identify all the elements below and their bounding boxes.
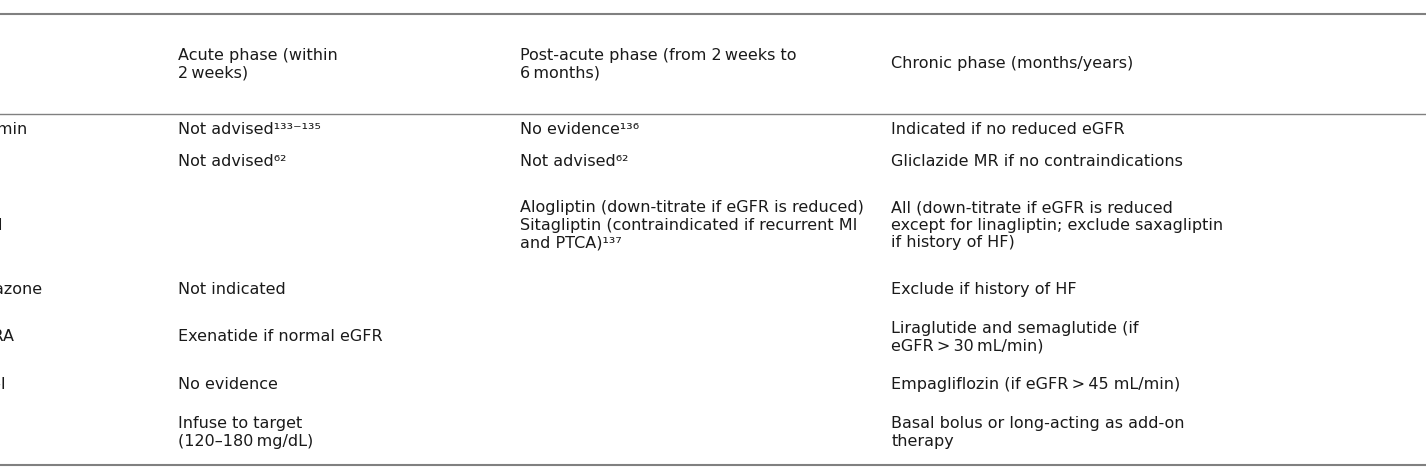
Text: All (down-titrate if eGFR is reduced
except for linagliptin; exclude saxagliptin: All (down-titrate if eGFR is reduced exc… <box>891 201 1224 250</box>
Text: Not advised¹³³⁻¹³⁵: Not advised¹³³⁻¹³⁵ <box>178 122 321 137</box>
Text: Post-acute phase (from 2 weeks to
6 months): Post-acute phase (from 2 weeks to 6 mont… <box>520 48 797 80</box>
Text: Not indicated: Not indicated <box>178 282 287 297</box>
Text: No evidence¹³⁶: No evidence¹³⁶ <box>520 122 640 137</box>
Text: Empagliflozin (if eGFR > 45 mL/min): Empagliflozin (if eGFR > 45 mL/min) <box>891 377 1181 392</box>
Text: Basal bolus or long-acting as add-on
therapy: Basal bolus or long-acting as add-on the… <box>891 417 1185 449</box>
Text: Indicated if no reduced eGFR: Indicated if no reduced eGFR <box>891 122 1125 137</box>
Text: Liraglutide and semaglutide (if
eGFR > 30 mL/min): Liraglutide and semaglutide (if eGFR > 3… <box>891 321 1139 353</box>
Text: Pioglitazone: Pioglitazone <box>0 282 43 297</box>
Text: Chronic phase (months/years): Chronic phase (months/years) <box>891 56 1134 72</box>
Text: Acute phase (within
2 weeks): Acute phase (within 2 weeks) <box>178 48 338 80</box>
Text: Alogliptin (down-titrate if eGFR is reduced)
Sitagliptin (contraindicated if rec: Alogliptin (down-titrate if eGFR is redu… <box>520 201 864 250</box>
Text: Exclude if history of HF: Exclude if history of HF <box>891 282 1077 297</box>
Text: GLP-1RA: GLP-1RA <box>0 329 14 345</box>
Text: Infuse to target
(120–180 mg/dL): Infuse to target (120–180 mg/dL) <box>178 417 314 449</box>
Text: DPP-4-I: DPP-4-I <box>0 218 3 233</box>
Text: Exenatide if normal eGFR: Exenatide if normal eGFR <box>178 329 382 345</box>
Text: No evidence: No evidence <box>178 377 278 392</box>
Text: Metformin: Metformin <box>0 122 29 137</box>
Text: SGLT2-I: SGLT2-I <box>0 377 6 392</box>
Text: Not advised⁶²: Not advised⁶² <box>520 154 629 169</box>
Text: Not advised⁶²: Not advised⁶² <box>178 154 287 169</box>
Text: Gliclazide MR if no contraindications: Gliclazide MR if no contraindications <box>891 154 1184 169</box>
